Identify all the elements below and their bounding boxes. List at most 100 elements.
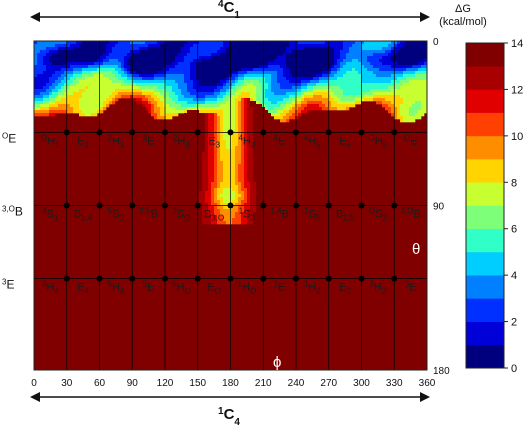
energy-cell [193,209,197,213]
energy-cell [292,74,296,78]
energy-cell [151,41,155,45]
energy-cell [226,119,230,123]
energy-cell [268,113,272,117]
energy-cell [355,50,359,54]
energy-cell [82,65,86,69]
energy-cell [199,164,203,168]
energy-cell [217,56,221,60]
energy-cell [307,59,311,63]
energy-cell [394,101,398,105]
energy-cell [238,125,242,129]
energy-cell [46,44,50,48]
energy-cell [88,101,92,105]
energy-cell [184,113,188,117]
energy-cell [280,59,284,63]
energy-cell [298,86,302,90]
energy-cell [244,137,248,141]
energy-cell [241,116,245,120]
energy-cell [169,83,173,87]
energy-cell [148,65,152,69]
energy-cell [187,215,191,219]
energy-cell [85,71,89,75]
energy-cell [82,107,86,111]
energy-cell [79,80,83,84]
energy-cell [34,53,38,57]
energy-cell [172,77,176,81]
energy-cell [166,95,170,99]
energy-cell [298,62,302,66]
energy-cell [259,128,263,132]
energy-cell [154,83,158,87]
energy-cell [205,218,209,222]
energy-cell [292,95,296,99]
energy-cell [109,89,113,93]
energy-cell [298,53,302,57]
energy-cell [46,53,50,57]
colorbar-tick-label: 12 [511,84,523,96]
energy-cell [259,53,263,57]
energy-cell [403,41,407,45]
energy-cell [304,74,308,78]
energy-cell [184,50,188,54]
energy-cell [289,83,293,87]
energy-cell [112,62,116,66]
energy-cell [415,80,419,84]
energy-cell [424,65,427,69]
energy-cell [367,65,371,69]
energy-cell [166,104,170,108]
energy-cell [190,215,194,219]
energy-cell [175,50,179,54]
energy-cell [175,89,179,93]
energy-cell [409,62,413,66]
energy-cell [199,158,203,162]
energy-cell [217,62,221,66]
energy-cell [247,116,251,120]
energy-cell [169,98,173,102]
conformer-marker [162,202,168,209]
energy-cell [382,68,386,72]
energy-cell [115,41,119,45]
energy-cell [199,218,203,222]
energy-cell [223,128,227,132]
energy-cell [238,77,242,81]
energy-cell [214,149,218,153]
energy-cell [178,209,182,213]
energy-cell [187,98,191,102]
energy-cell [289,98,293,102]
energy-cell [406,53,410,57]
energy-cell [364,86,368,90]
energy-cell [367,92,371,96]
energy-cell [106,104,110,108]
energy-cell [115,62,119,66]
energy-cell [82,44,86,48]
energy-cell [220,188,224,192]
energy-cell [214,215,218,219]
energy-cell [217,92,221,96]
energy-cell [223,89,227,93]
energy-cell [202,209,206,213]
energy-cell [184,182,188,186]
energy-cell [184,206,188,210]
energy-cell [184,161,188,165]
energy-cell [235,77,239,81]
energy-cell [85,98,89,102]
energy-cell [205,119,209,123]
energy-cell [409,119,413,123]
energy-cell [52,101,56,105]
energy-cell [265,77,269,81]
energy-cell [127,92,131,96]
energy-cell [394,68,398,72]
conformer-label: 1HO [238,280,257,296]
energy-cell [157,50,161,54]
energy-cell [187,119,191,123]
energy-cell [250,140,254,144]
energy-cell [283,71,287,75]
energy-cell [97,53,101,57]
energy-cell [244,167,248,171]
energy-cell [265,107,269,111]
energy-cell [211,113,215,117]
energy-cell [82,68,86,72]
energy-cell [37,53,41,57]
energy-cell [265,41,269,45]
energy-cell [247,98,251,102]
